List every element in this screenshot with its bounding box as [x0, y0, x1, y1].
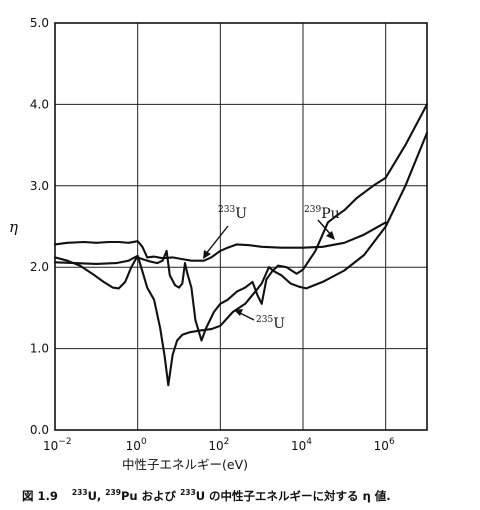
caption-text-2: Pu および: [121, 489, 180, 503]
y-tick-labels: 0.0 1.0 2.0 3.0 4.0 5.0: [30, 16, 49, 437]
series-line-239pu: [53, 103, 429, 342]
series-line-235u: [53, 131, 429, 387]
y-tick-label: 4.0: [30, 97, 49, 111]
svg-text:239Pu: 239Pu: [304, 205, 340, 222]
arrow-head-239pu: [326, 231, 335, 240]
plot-frame: [54, 22, 428, 431]
y-axis-label: η: [9, 218, 18, 236]
label-235u-sup: 235: [256, 315, 273, 325]
y-tick-label: 0.0: [30, 423, 49, 437]
grid: [55, 23, 427, 430]
label-239pu-base: Pu: [321, 206, 339, 222]
y-tick-label: 3.0: [30, 179, 49, 193]
svg-text:235U: 235U: [256, 315, 285, 332]
label-233u-base: U: [235, 206, 247, 222]
caption-sup-3: 233: [180, 488, 196, 497]
caption-text-3: U の中性子エネルギーに対する η 値.: [196, 489, 391, 503]
arrow-head-235u: [234, 309, 243, 316]
x-tick-label: 102: [208, 437, 229, 453]
label-239pu: 239Pu: [304, 205, 340, 222]
curves: [53, 103, 429, 387]
label-235u: 235U: [256, 315, 285, 332]
y-tick-label: 1.0: [30, 342, 49, 356]
caption-sup-2: 239: [105, 488, 121, 497]
x-tick-label: 100: [126, 437, 147, 453]
svg-text:233U: 233U: [218, 205, 247, 222]
label-235u-base: U: [273, 316, 285, 332]
label-239pu-sup: 239: [304, 205, 321, 215]
x-axis-label: 中性子エネルギー(eV): [122, 457, 248, 472]
arrow-233u: [204, 225, 229, 256]
x-tick-label: 104: [291, 437, 312, 453]
x-tick-labels: 10−2 100 102 104 106: [43, 437, 395, 453]
label-233u: 233U: [218, 205, 247, 222]
label-233u-sup: 233: [218, 205, 235, 215]
series-line-233u: [53, 221, 387, 262]
x-tick-label: 10−2: [43, 437, 72, 453]
caption-text-1: U,: [88, 489, 106, 503]
figure-caption: 図 1.9 233U, 239Pu および 233U の中性子エネルギーに対する…: [22, 488, 391, 503]
y-tick-label: 5.0: [30, 16, 49, 30]
y-tick-label: 2.0: [30, 260, 49, 274]
arrow-head-233u: [203, 250, 211, 259]
caption-sup-1: 233: [72, 488, 88, 497]
x-tick-label: 106: [374, 437, 395, 453]
caption-fig: 図 1.9: [22, 489, 58, 503]
